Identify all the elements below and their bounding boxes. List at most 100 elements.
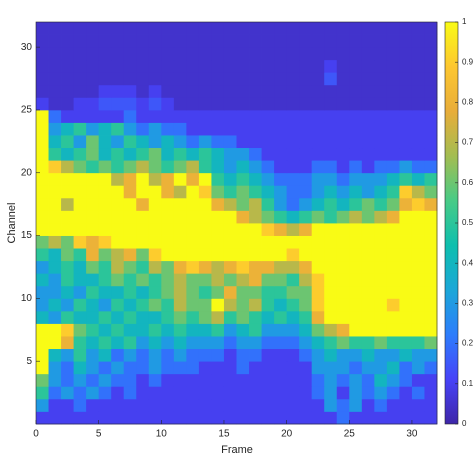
heatmap-cell [349,348,363,362]
heatmap-cell [361,348,375,362]
heatmap-cell [361,22,375,35]
heatmap-cell [98,348,112,362]
heatmap-cell [311,323,325,337]
x-tick-label: 30 [406,429,418,440]
heatmap-cell [148,398,162,412]
heatmap-cell [223,97,237,111]
heatmap-cell [173,109,187,123]
heatmap-cell [374,310,388,324]
heatmap-cell [186,348,200,362]
heatmap-cell [48,348,62,362]
heatmap-cell [223,361,237,375]
heatmap-cell [249,285,262,299]
heatmap-cell [286,197,300,211]
heatmap-cell [249,310,262,324]
heatmap-cell [274,47,288,61]
heatmap-cell [98,172,112,186]
heatmap-cell [73,310,87,324]
heatmap-cell [61,210,74,224]
heatmap-cell [123,122,137,136]
heatmap-cell [386,411,400,425]
heatmap-cell [161,97,175,111]
heatmap-cell [324,122,338,136]
heatmap-cell [186,285,200,299]
heatmap-cell [424,285,438,299]
heatmap-cell [211,59,225,73]
heatmap-cell [324,310,338,324]
heatmap-cell [236,361,250,375]
heatmap-cell [274,398,288,412]
heatmap-cell [286,22,300,35]
heatmap-cell [286,185,300,199]
heatmap-cell [173,310,187,324]
heatmap-cell [86,373,100,387]
colorbar-tick-label: 1 [462,17,467,26]
heatmap-cell [361,298,375,312]
heatmap-cell [73,235,87,249]
heatmap-cell [274,210,288,224]
heatmap-cell [98,298,112,312]
heatmap-cell [98,361,112,375]
heatmap-cell [123,373,137,387]
heatmap-cell [198,72,212,86]
heatmap-cell [136,47,150,61]
heatmap-cell [411,223,425,236]
heatmap-cell [86,135,100,149]
heatmap-cell [73,361,87,375]
heatmap-cell [261,235,275,249]
heatmap-cell [111,109,125,123]
heatmap-cell [98,72,112,86]
colorbar-tick-label: 0.9 [462,57,474,66]
heatmap-cell [411,411,425,425]
heatmap-cell [299,47,313,61]
heatmap-cell [299,373,313,387]
heatmap-cell [299,348,313,362]
heatmap-cell [386,323,400,337]
heatmap-cell [136,348,150,362]
heatmap-cell [386,298,400,312]
heatmap-cell [374,147,388,161]
heatmap-cell [136,185,150,199]
heatmap-cell [299,398,313,412]
heatmap-cell [374,323,388,337]
heatmap-cell [223,260,237,274]
heatmap-cell [399,248,413,262]
heatmap-cell [111,59,125,73]
heatmap-cell [48,109,62,123]
heatmap-cell [374,135,388,149]
heatmap-cell [36,72,49,86]
heatmap-cell [148,197,162,211]
heatmap-cell [349,411,363,425]
heatmap-cell [236,109,250,123]
heatmap-cell [136,147,150,161]
heatmap-cell [111,411,125,425]
heatmap-cell [411,323,425,337]
heatmap-cell [98,160,112,174]
heatmap-cell [223,310,237,324]
heatmap-cell [386,185,400,199]
heatmap-cell [236,260,250,274]
heatmap-cell [186,336,200,350]
heatmap-cell [211,72,225,86]
heatmap-cell [361,248,375,262]
heatmap-cell [286,235,300,249]
colorbar-tick-label: 0.5 [462,218,474,227]
heatmap-cell [161,323,175,337]
heatmap-cell [198,310,212,324]
heatmap-cell [173,223,187,236]
heatmap-cell [123,210,137,224]
heatmap-cell [48,47,62,61]
heatmap-cell [36,59,49,73]
heatmap-cell [324,223,338,236]
heatmap-cell [211,135,225,149]
heatmap-cell [36,260,49,274]
heatmap-cell [336,373,350,387]
heatmap-cell [299,185,313,199]
heatmap-cell [324,273,338,287]
heatmap-cell [223,411,237,425]
heatmap-cell [211,373,225,387]
heatmap-cell [136,109,150,123]
heatmap-cell [36,147,49,161]
heatmap-cell [286,122,300,136]
heatmap-cell [186,34,200,48]
